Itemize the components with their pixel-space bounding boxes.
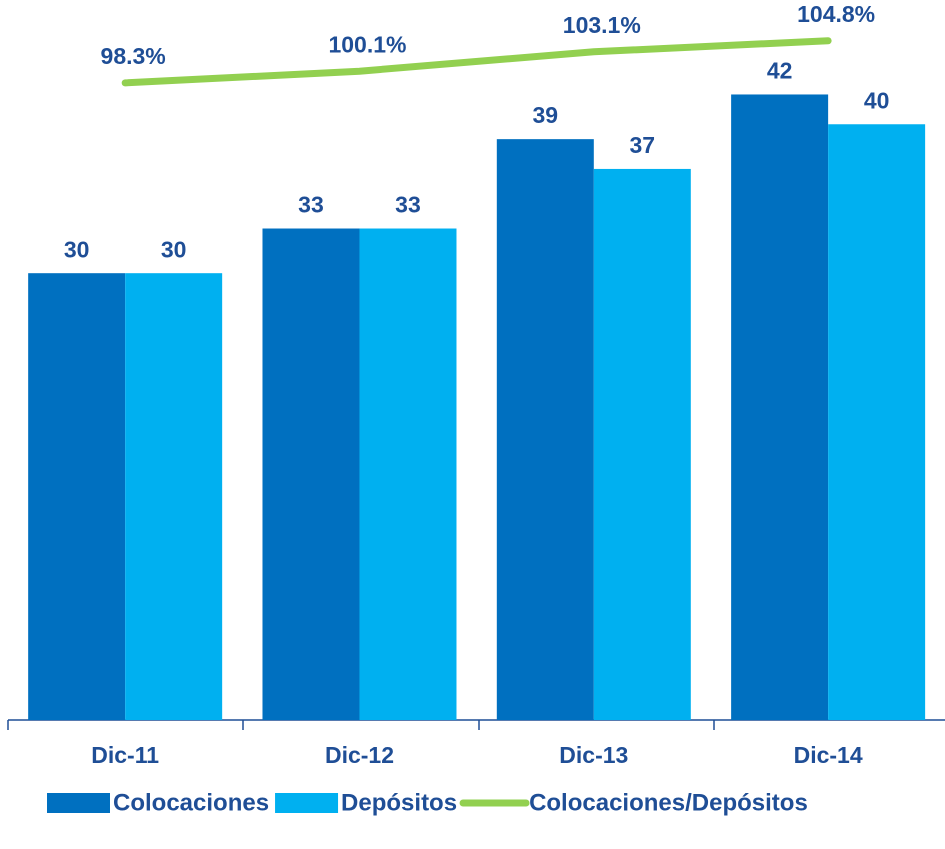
legend-swatch: [47, 793, 110, 813]
bar: [262, 228, 360, 721]
x-tick-label: Dic-13: [559, 742, 628, 768]
bar: [28, 273, 126, 720]
bar: [731, 94, 829, 721]
bar: [828, 124, 926, 721]
data-label: 37: [630, 132, 656, 158]
data-label: 40: [864, 87, 890, 113]
data-label: 33: [395, 192, 421, 218]
legend-label: Colocaciones/Depósitos: [529, 789, 808, 816]
line: [121, 37, 832, 87]
x-tick-label: Dic-12: [325, 742, 394, 768]
bar: [359, 228, 457, 721]
data-label: 30: [64, 236, 90, 262]
data-label: 42: [767, 58, 793, 84]
data-label: 33: [298, 192, 324, 218]
x-tick-label: Dic-11: [91, 742, 159, 768]
line-label: 100.1%: [328, 31, 406, 57]
data-label: 39: [533, 102, 559, 128]
x-axis-ticks: [7, 720, 715, 730]
legend-label: Depósitos: [341, 789, 457, 816]
line-label: 103.1%: [563, 12, 641, 38]
x-tick-label: Dic-14: [794, 742, 863, 768]
line-label: 104.8%: [797, 1, 875, 27]
bar: [125, 273, 223, 720]
line-label: 98.3%: [101, 43, 166, 69]
legend-swatch: [275, 793, 339, 813]
legend-label: Colocaciones: [113, 789, 269, 816]
bar: [496, 139, 594, 721]
data-label: 30: [161, 236, 187, 262]
bar: [593, 168, 691, 721]
